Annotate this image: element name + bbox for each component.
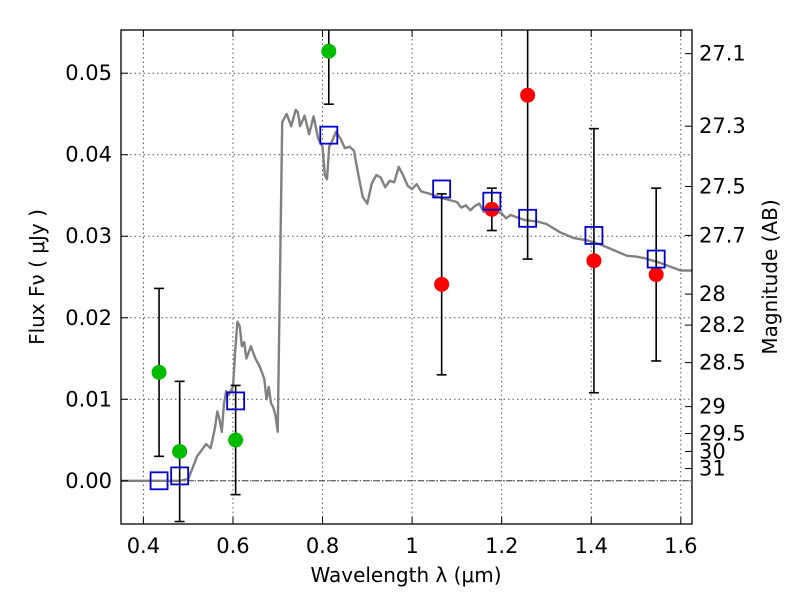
x-tick-label: 1.2 <box>485 534 518 558</box>
spectrum-line <box>121 108 692 482</box>
model-point <box>319 125 339 145</box>
right-tick-label: 27.1 <box>699 42 746 66</box>
model-point <box>432 179 452 199</box>
data-point <box>586 253 602 269</box>
grid <box>121 30 692 524</box>
y-tick-label: 0.02 <box>65 306 112 330</box>
right-tick-label: 28.5 <box>699 351 746 375</box>
right-tick-label: 29 <box>699 395 726 419</box>
right-tick-label: 31 <box>699 457 726 481</box>
y-axis-label-right: Magnitude (AB) <box>758 199 782 354</box>
y-axis-label: Flux Fν ( μJy ) <box>25 209 49 345</box>
right-tick-label: 28.2 <box>699 313 746 337</box>
model-point <box>226 391 246 411</box>
data-point <box>648 267 664 283</box>
data-point <box>228 432 244 448</box>
plot-frame <box>120 29 693 525</box>
plot-area <box>121 30 692 523</box>
x-tick-label: 1 <box>405 534 418 558</box>
x-tick-label: 0.4 <box>127 534 160 558</box>
data-point <box>520 87 536 103</box>
data-point <box>434 276 450 292</box>
right-tick-label: 30 <box>699 439 726 463</box>
right-tick-label: 27.5 <box>699 175 746 199</box>
model-point <box>482 191 502 211</box>
right-tick-label: 27.7 <box>699 223 746 247</box>
x-axis-label: Wavelength λ (μm) <box>310 563 501 587</box>
model-point <box>170 466 190 486</box>
right-tick-label: 29.5 <box>699 422 746 446</box>
model-point <box>646 249 666 269</box>
y-tick-label: 0.04 <box>65 143 112 167</box>
data-point <box>321 43 337 59</box>
model-point <box>518 208 538 228</box>
x-axis: 0.4 0.6 0.8 1 1.2 1.4 1.6 <box>127 30 698 558</box>
y-tick-label: 0.05 <box>65 61 112 85</box>
x-tick-label: 0.8 <box>306 534 339 558</box>
x-tick-label: 1.4 <box>575 534 608 558</box>
y-tick-label: 0.00 <box>65 469 112 493</box>
y-tick-label: 0.01 <box>65 387 112 411</box>
y-axis-left: 0.00 0.01 0.02 0.03 0.04 0.05 <box>65 61 128 493</box>
data-point <box>172 443 188 459</box>
x-tick-label: 1.6 <box>664 534 697 558</box>
model-point <box>584 226 604 245</box>
x-tick-label: 0.6 <box>216 534 249 558</box>
data-point <box>151 364 167 380</box>
right-tick-label: 27.3 <box>699 114 746 138</box>
y-tick-label: 0.03 <box>65 224 112 248</box>
model-point <box>149 471 169 491</box>
right-tick-label: 28 <box>699 282 726 306</box>
